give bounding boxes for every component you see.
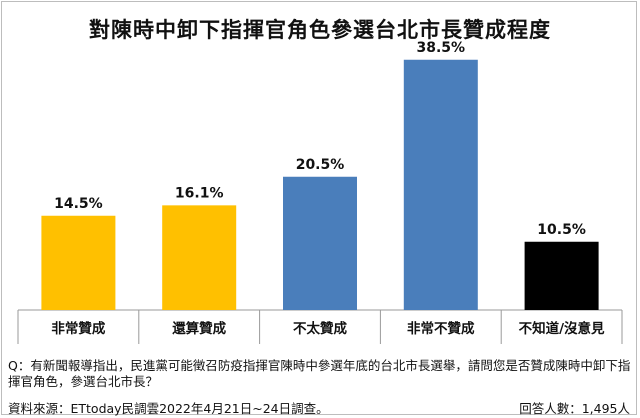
bar-value-label: 10.5% (537, 222, 586, 238)
chart-title: 對陳時中卸下指揮官角色參選台北市長贊成程度 (89, 18, 551, 42)
bar-value-label: 16.1% (175, 185, 224, 201)
bar-value-label: 14.5% (54, 196, 103, 212)
survey-question: Q：有新聞報導指出，民進黨可能徵召防疫指揮官陳時中參選年底的台北市長選舉，請問您… (8, 358, 631, 389)
category-label: 不知道/沒意見 (519, 320, 605, 337)
category-labels: 非常贊成 還算贊成 不太贊成 非常不贊成 不知道/沒意見 (51, 320, 605, 337)
bar (403, 59, 478, 310)
bar-value-label: 20.5% (296, 157, 345, 173)
data-source: 資料來源：ETtoday民調雲2022年4月21日~24日調查。 (8, 401, 329, 416)
category-label: 不太贊成 (293, 320, 347, 337)
bar (524, 241, 599, 310)
bar (41, 215, 116, 310)
bars (41, 59, 599, 310)
bar (283, 176, 357, 310)
category-label: 非常不贊成 (407, 320, 475, 337)
category-label: 非常贊成 (51, 320, 105, 337)
bar (162, 205, 237, 310)
respondent-count: 回答人數：1,495人 (519, 401, 630, 416)
bar-value-label: 38.5% (417, 40, 466, 56)
value-labels: 14.5% 16.1% 20.5% 38.5% 10.5% (54, 40, 586, 238)
category-label: 還算贊成 (172, 320, 226, 337)
